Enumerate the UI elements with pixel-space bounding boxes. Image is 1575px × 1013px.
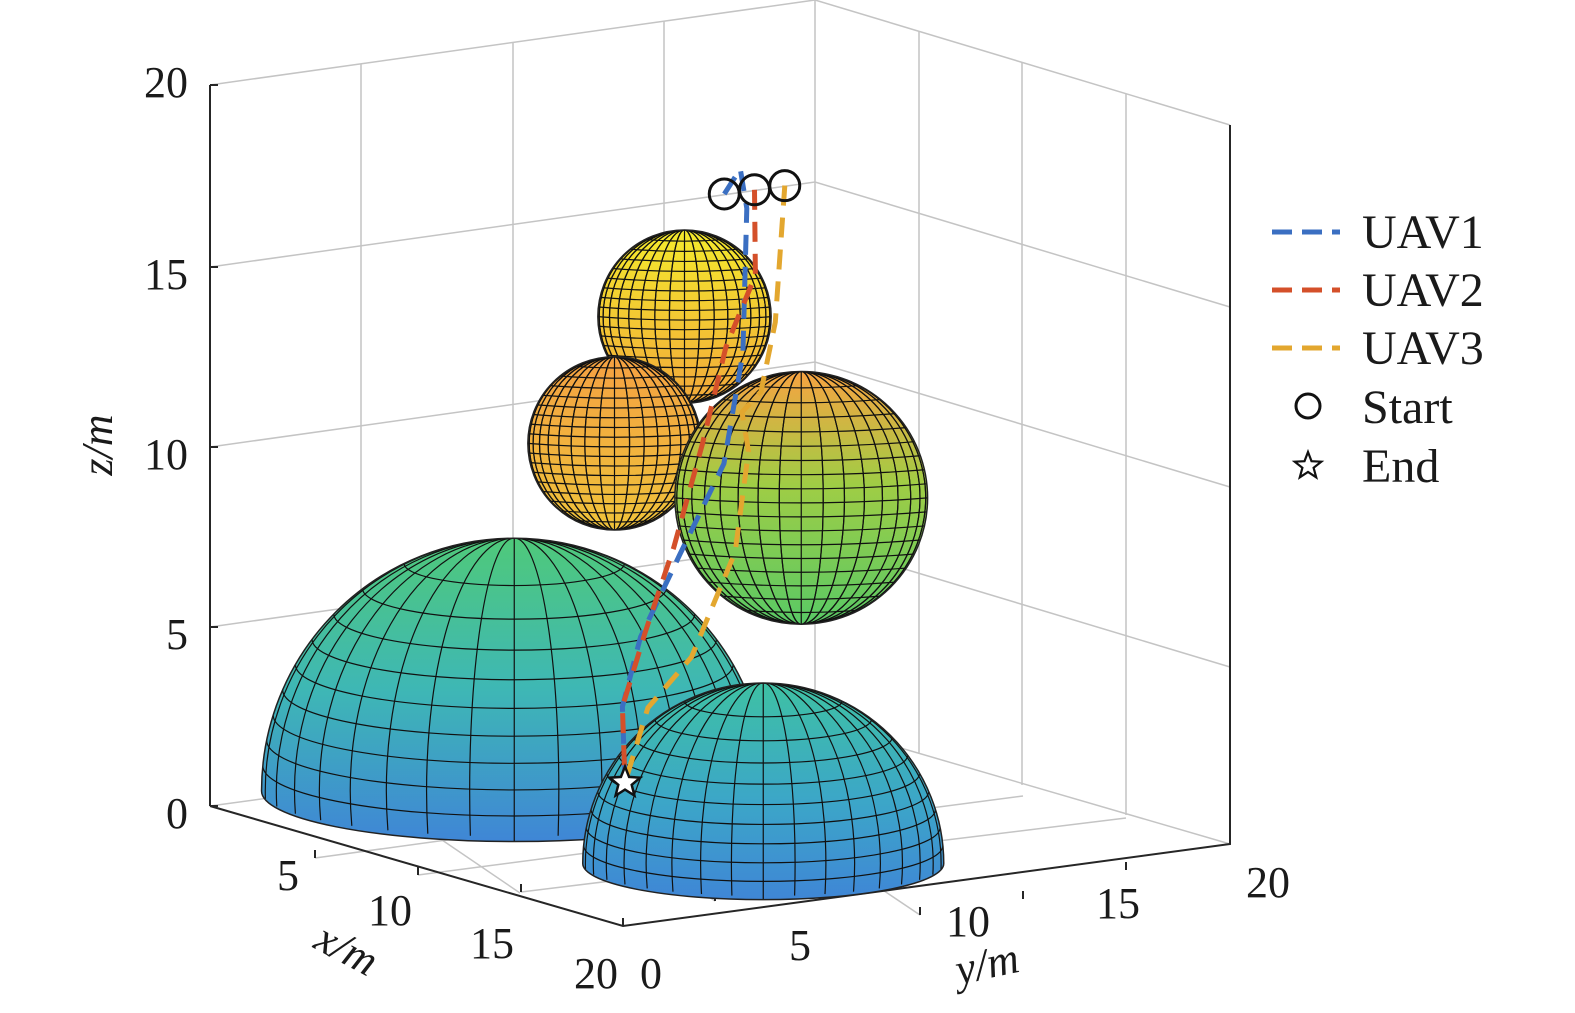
start-marker	[768, 169, 802, 203]
legend-end-marker	[1291, 448, 1325, 480]
x-tick-labels: 5 10 15 20	[277, 851, 618, 998]
x-tick-label: 15	[470, 919, 514, 968]
y-tick-label: 20	[1246, 858, 1290, 907]
legend-label: UAV1	[1362, 206, 1484, 259]
legend: UAV1 UAV2 UAV3 Start End	[1272, 206, 1484, 493]
legend-label: Start	[1362, 381, 1453, 434]
path-uav2	[619, 189, 758, 783]
z-axis-label: z/m	[73, 414, 122, 476]
legend-label: UAV2	[1362, 264, 1484, 317]
hemisphere-surface	[582, 683, 944, 900]
legend-label: UAV3	[1362, 322, 1484, 375]
markers	[606, 169, 802, 799]
sphere-mesh	[597, 229, 772, 404]
sphere-obstacle	[674, 370, 929, 625]
x-tick-label: 20	[574, 949, 618, 998]
z-tick-labels: 0 5 10 15 20	[144, 58, 188, 838]
legend-start-marker	[1294, 392, 1322, 420]
x-tick-label: 5	[277, 851, 299, 900]
z-tick-label: 20	[144, 58, 188, 107]
hemisphere-mesh	[583, 683, 944, 910]
y-tick-labels: 0 5 10 15 20	[640, 858, 1290, 998]
sphere-surface	[674, 371, 928, 625]
sphere-surface	[597, 229, 772, 404]
z-tick-label: 15	[144, 250, 188, 299]
y-tick-label: 10	[946, 897, 990, 946]
z-tick-label: 5	[166, 610, 188, 659]
sphere-surface	[527, 356, 702, 531]
path-uav3	[622, 185, 788, 784]
end-marker	[606, 763, 644, 799]
y-tick-label: 0	[640, 949, 662, 998]
hemisphere-obstacle	[581, 682, 945, 910]
x-tick-label: 10	[368, 886, 412, 935]
z-tick-label: 0	[166, 789, 188, 838]
obstacles	[260, 229, 945, 910]
sphere-obstacle	[597, 229, 772, 404]
sphere-mesh	[674, 371, 928, 625]
legend-label: End	[1362, 440, 1439, 493]
y-tick-label: 15	[1096, 879, 1140, 928]
y-tick-label: 5	[789, 921, 811, 970]
z-tick-label: 10	[144, 430, 188, 479]
